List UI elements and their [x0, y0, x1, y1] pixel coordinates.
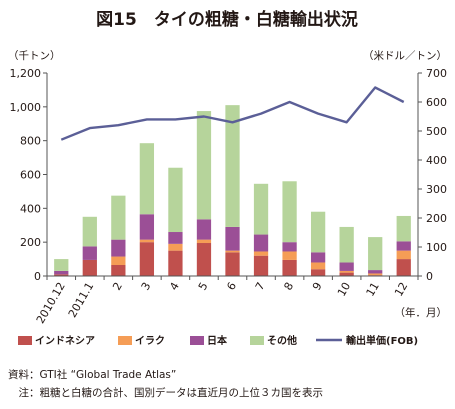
- bar-segment-3-12: [396, 215, 411, 242]
- bar-segment-2-8: [282, 242, 297, 252]
- bar-segment-3-4: [168, 167, 183, 233]
- x-tick-label-1: 2011.1: [66, 280, 97, 320]
- bar-segment-2-3: [139, 214, 155, 240]
- x-tick-label-12: 12: [392, 280, 410, 299]
- bar-segment-2-0: [54, 270, 69, 275]
- bar-segment-1-11: [368, 273, 383, 276]
- bar-segment-3-2: [111, 195, 126, 240]
- x-tick-label-2: 2: [110, 280, 125, 293]
- bar-segment-3-6: [225, 105, 240, 227]
- bar-segment-1-10: [339, 270, 354, 273]
- x-unit: （年．月）: [395, 306, 448, 319]
- x-tick-label-11: 11: [364, 280, 382, 299]
- bar-segment-2-4: [168, 232, 183, 244]
- bar-segment-0-0: [54, 274, 69, 276]
- bar-segment-3-11: [368, 237, 383, 271]
- bar-segment-2-7: [253, 234, 269, 252]
- y-right-tick-6: 600: [426, 96, 447, 109]
- y-left-tick-4: 800: [20, 135, 41, 148]
- x-tick-label-10: 10: [335, 280, 353, 299]
- y-left-tick-6: 1,200: [10, 67, 42, 80]
- bar-segment-2-2: [111, 239, 126, 257]
- x-tick-label-6: 6: [224, 280, 239, 293]
- bar-segment-2-5: [196, 219, 212, 240]
- legend-label-2: 日本: [207, 334, 228, 347]
- bar-segment-1-4: [168, 243, 183, 251]
- footnote: 注：粗糖と白糖の合計、国別データは直近月の上位３カ国を表示: [8, 387, 323, 399]
- y-right-tick-0: 0: [426, 270, 433, 283]
- legend-line-label: 輸出単価(FOB): [346, 334, 418, 347]
- bar-segment-1-6: [225, 250, 240, 253]
- sugar-export-chart: 図15 タイの粗糖・白糖輸出状況 （千トン） （米ドル／トン） 0 200 400 600 8…: [8, 9, 448, 347]
- bar-segment-1-5: [196, 239, 212, 244]
- bar-segment-1-3: [139, 239, 155, 243]
- bar-segment-2-10: [339, 262, 354, 271]
- bar-segment-3-7: [253, 183, 269, 235]
- bar-segment-3-10: [339, 226, 354, 263]
- bar-segment-0-3: [139, 242, 155, 276]
- x-tick-label-9: 9: [310, 280, 325, 293]
- y-right-unit: （米ドル／トン）: [363, 49, 447, 62]
- y-right-tick-1: 100: [426, 241, 447, 254]
- y-right-tick-2: 200: [426, 212, 447, 225]
- bar-segment-2-12: [396, 241, 411, 251]
- legend-swatch-2: [190, 336, 204, 345]
- bar-segment-0-12: [396, 259, 411, 276]
- bar-segment-1-8: [282, 251, 297, 260]
- y-right-tick-4: 400: [426, 154, 447, 167]
- bar-segment-0-2: [111, 265, 126, 276]
- x-tick-label-5: 5: [196, 280, 211, 293]
- bar-segment-0-1: [82, 259, 97, 276]
- y-left-tick-3: 600: [20, 169, 41, 182]
- x-tick-label-3: 3: [139, 280, 154, 293]
- bar-segment-1-12: [396, 250, 411, 260]
- bar-segment-2-11: [368, 270, 383, 274]
- y-right-tick-5: 500: [426, 125, 447, 138]
- y-left-tick-0: 0: [34, 270, 41, 283]
- y-left-tick-2: 400: [20, 202, 41, 215]
- y-left-unit: （千トン）: [8, 50, 61, 62]
- bar-segment-1-9: [310, 262, 326, 270]
- source-note: 資料：GTI社 “Global Trade Atlas”: [8, 369, 177, 381]
- bar-segment-2-6: [225, 226, 240, 251]
- bar-segment-2-9: [310, 252, 326, 263]
- bar-segment-3-0: [54, 259, 69, 271]
- x-tick-label-0: 2010.12: [34, 280, 68, 326]
- x-tick-label-7: 7: [253, 280, 268, 293]
- bar-segment-0-7: [253, 255, 269, 276]
- legend-swatch-3: [250, 336, 264, 345]
- y-right-tick-3: 300: [426, 183, 447, 196]
- bar-segment-3-8: [282, 181, 297, 243]
- bar-segment-0-9: [310, 269, 326, 276]
- x-tick-label-8: 8: [281, 280, 296, 293]
- bar-segment-1-2: [111, 256, 126, 266]
- bar-segment-0-6: [225, 252, 240, 276]
- bar-segment-1-7: [253, 251, 269, 256]
- legend-swatch-1: [118, 336, 132, 345]
- bar-segment-3-1: [82, 216, 97, 247]
- y-left-tick-5: 1,000: [10, 101, 42, 114]
- bar-segment-3-5: [196, 111, 212, 220]
- y-right-tick-7: 700: [426, 67, 447, 80]
- legend-label-0: インドネシア: [35, 335, 95, 347]
- bar-segment-3-3: [139, 143, 155, 215]
- bar-segment-0-8: [282, 259, 297, 276]
- bar-segment-0-5: [196, 243, 212, 276]
- bar-segment-3-9: [310, 211, 326, 253]
- x-tick-label-4: 4: [167, 280, 182, 293]
- legend-swatch-0: [18, 336, 32, 345]
- legend-label-1: イラク: [135, 335, 165, 347]
- legend-label-3: その他: [267, 334, 297, 347]
- bar-segment-0-10: [339, 272, 354, 276]
- y-left-tick-1: 200: [20, 236, 41, 249]
- bar-segment-0-4: [168, 250, 183, 277]
- bar-segment-2-1: [82, 246, 97, 260]
- chart-title: 図15 タイの粗糖・白糖輸出状況: [96, 9, 358, 30]
